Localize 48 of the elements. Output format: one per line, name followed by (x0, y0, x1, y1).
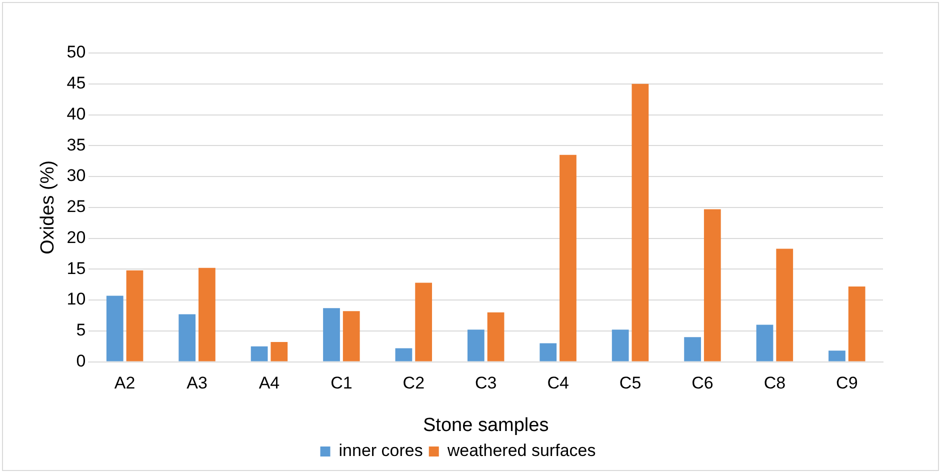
x-tick-label: A2 (114, 374, 136, 393)
x-tick-label: C5 (619, 374, 642, 393)
y-tick-label: 0 (76, 351, 86, 370)
y-tick-label: 5 (76, 320, 86, 340)
bar (560, 154, 576, 362)
legend-label: inner cores (338, 441, 423, 460)
x-tick-label: C8 (764, 374, 786, 393)
x-tick-label: C6 (692, 374, 714, 393)
y-tick-label: 30 (66, 166, 86, 186)
y-tick-label: 10 (66, 290, 86, 309)
x-axis-title: Stone samples (423, 414, 549, 436)
x-tick-label: A3 (186, 374, 208, 393)
bar (415, 282, 432, 362)
x-tick-label: C2 (402, 374, 425, 393)
bar (467, 330, 484, 362)
y-tick-label: 40 (66, 104, 86, 124)
legend-label: weathered surfaces (446, 441, 596, 460)
x-tick-label: C4 (547, 374, 569, 393)
y-tick-label: 50 (66, 42, 86, 62)
bar (250, 346, 268, 362)
bar (487, 312, 504, 362)
y-tick-label: 25 (66, 197, 86, 216)
bar (848, 286, 866, 362)
bar (828, 350, 846, 362)
bar (106, 296, 124, 362)
bar (684, 337, 701, 362)
bar (126, 270, 144, 362)
bar (178, 314, 196, 362)
bar (198, 268, 216, 362)
bar (323, 308, 340, 362)
y-tick-label: 15 (66, 258, 86, 278)
x-tick-label: C9 (836, 374, 858, 393)
bar (776, 248, 794, 362)
bar (342, 311, 360, 362)
x-tick-label: C3 (474, 374, 497, 393)
bar (540, 343, 557, 362)
y-tick-label: 35 (66, 135, 86, 154)
bar (395, 348, 412, 362)
bar (270, 342, 288, 362)
bar (632, 84, 649, 362)
y-tick-label: 20 (66, 228, 86, 247)
y-axis-title: Oxides (%) (38, 160, 59, 254)
bar (756, 324, 774, 362)
bar (612, 330, 629, 362)
y-tick-label: 45 (66, 74, 86, 93)
x-tick-label: C1 (330, 374, 352, 393)
bar (704, 209, 721, 362)
x-tick-label: A4 (258, 374, 280, 393)
